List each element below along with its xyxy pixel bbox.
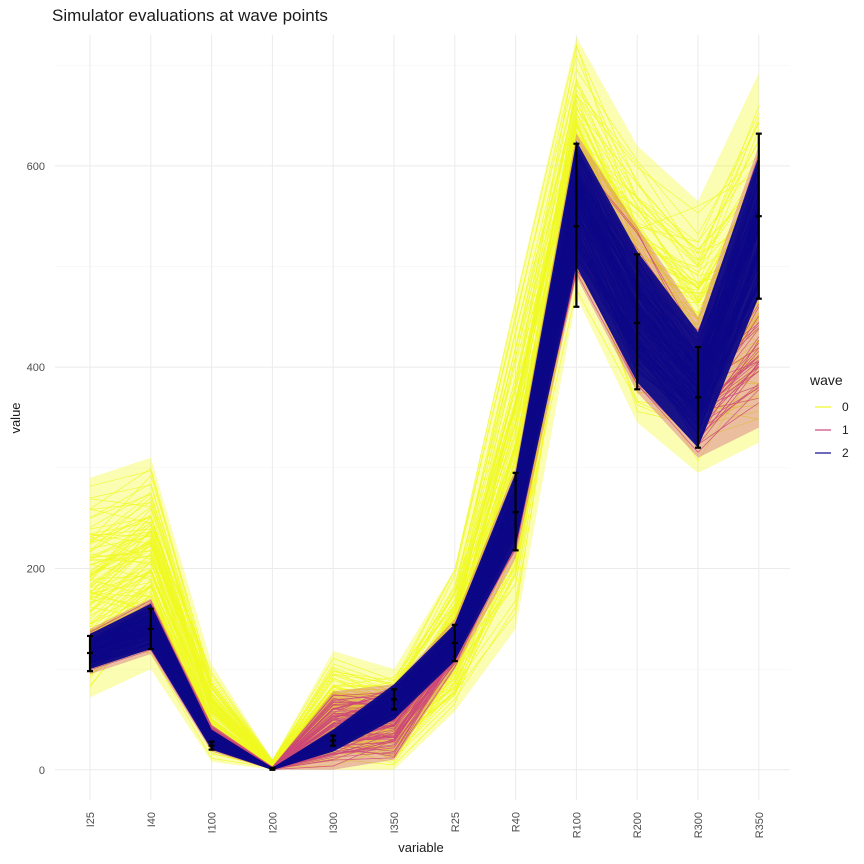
x-tick-label: I100	[207, 812, 219, 833]
series-run-line	[89, 80, 760, 765]
target-errorbar-I100	[208, 740, 215, 751]
series-run-line	[89, 144, 760, 762]
series-run-line	[89, 199, 760, 769]
target-errorbar-I300	[330, 734, 337, 747]
y-tick-label: 600	[27, 161, 45, 173]
legend: wave 0 1 2	[809, 372, 849, 460]
target-errorbar-R350	[755, 132, 762, 300]
target-errorbar-I25	[87, 634, 93, 673]
target-errorbar-I200	[269, 766, 276, 771]
axis-layer: 0 200 400 600 I25 I40 I100 I200 I300 I350 R25 R40 R1…	[27, 161, 766, 838]
legend-label: 2	[842, 446, 849, 460]
legend-item-0: 0	[815, 400, 849, 414]
x-tick-label: I350	[389, 812, 401, 833]
series-layer	[89, 37, 760, 771]
x-axis-title: variable	[398, 840, 444, 855]
x-tick-label: R350	[754, 812, 766, 838]
x-tick-label: R100	[571, 812, 583, 838]
series-run-line	[89, 245, 760, 770]
target-errorbar-I350	[391, 688, 397, 711]
x-tick-label: I40	[146, 812, 158, 827]
series-run-line	[89, 117, 760, 764]
legend-label: 0	[842, 400, 849, 414]
series-run-line	[89, 175, 760, 769]
y-axis-title: value	[8, 402, 23, 433]
series-run-line	[89, 193, 760, 770]
x-tick-label: R40	[511, 812, 523, 832]
series-run-line	[89, 190, 760, 769]
x-tick-label: R25	[450, 812, 462, 832]
x-tick-label: R200	[632, 812, 644, 838]
x-tick-label: I300	[328, 812, 340, 833]
target-errorbar-R300	[695, 345, 701, 449]
x-tick-label: R300	[693, 812, 705, 838]
y-tick-label: 400	[27, 362, 45, 374]
series-run-line	[89, 137, 760, 763]
series-run-line	[89, 68, 760, 761]
series-wave-2	[89, 140, 760, 771]
target-errorbar-R200	[634, 253, 641, 391]
target-errorbar-I40	[147, 607, 154, 651]
target-errorbar-R100	[573, 142, 580, 308]
target-errorbar-R40	[512, 471, 519, 552]
legend-item-2: 2	[815, 446, 849, 460]
target-layer	[87, 132, 762, 771]
series-run-line	[89, 165, 760, 769]
y-tick-label: 0	[39, 765, 45, 777]
series-run-line	[89, 215, 759, 768]
series-run-line	[89, 92, 760, 761]
legend-title: wave	[809, 372, 843, 388]
y-tick-label: 200	[27, 563, 45, 575]
x-tick-label: I200	[267, 812, 279, 833]
series-run-line	[89, 176, 760, 770]
legend-item-1: 1	[815, 423, 849, 437]
chart-title: Simulator evaluations at wave points	[52, 6, 328, 25]
target-errorbar-R25	[451, 623, 458, 663]
series-run-line	[89, 205, 760, 770]
x-tick-label: I25	[85, 812, 97, 827]
legend-label: 1	[842, 423, 849, 437]
series-run-line	[89, 147, 760, 769]
